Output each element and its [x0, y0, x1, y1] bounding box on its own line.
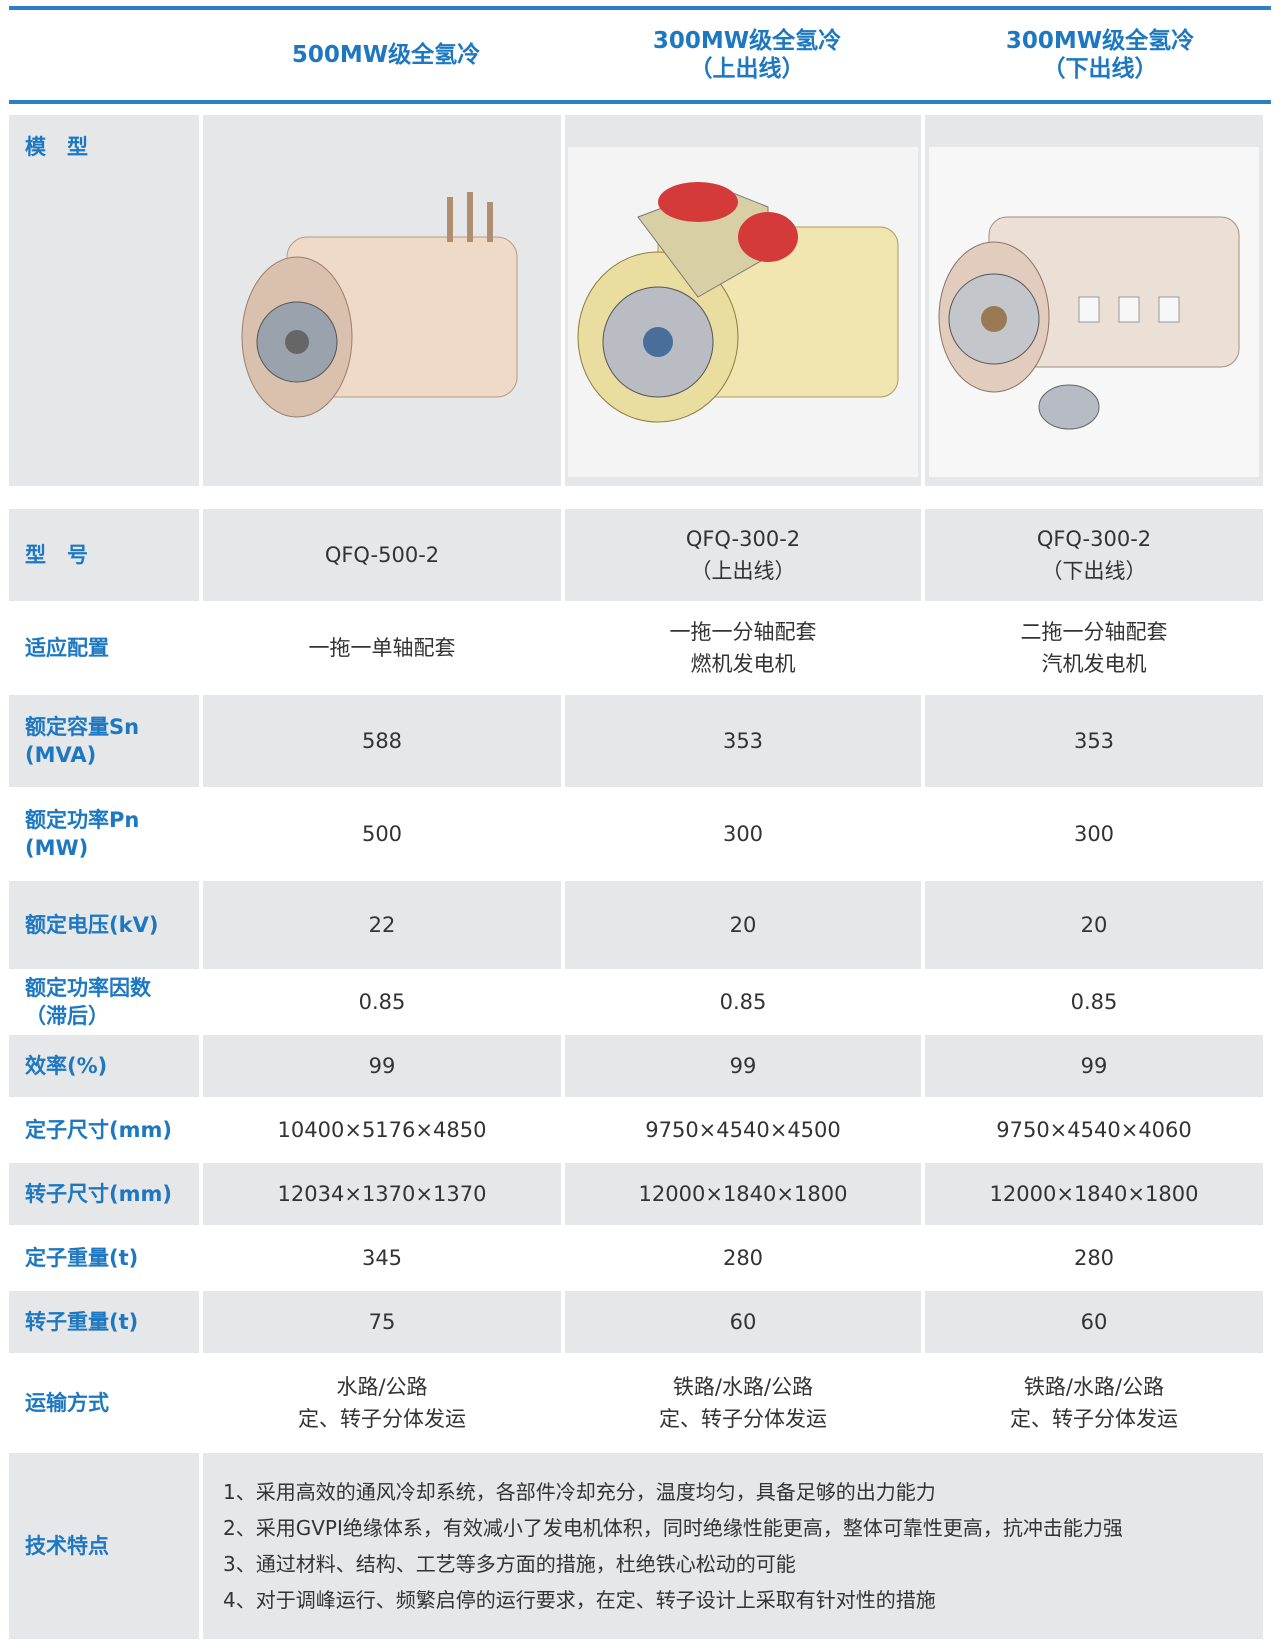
cell-value: 铁路/水路/公路 定、转子分体发运 [925, 1356, 1263, 1450]
table-row: 额定功率Pn (MW) 500 300 300 [9, 790, 1263, 878]
cell-value: 500 [203, 790, 561, 878]
column-header: 300MW级全氢冷 （上出线） [652, 28, 842, 82]
cell-value: 99 [925, 1035, 1263, 1097]
row-label: 运输方式 [9, 1356, 199, 1450]
row-label: 额定功率因数 （滞后） [9, 972, 199, 1032]
cell-value: 9750×4540×4060 [925, 1100, 1263, 1160]
image-cell [203, 115, 561, 486]
cell-value: QFQ-500-2 [203, 509, 561, 601]
generator-illustration [568, 147, 918, 477]
row-label: 模 型 [9, 115, 199, 486]
row-label: 适应配置 [9, 604, 199, 692]
cell-value: 300 [565, 790, 921, 878]
cell-value: 一拖一分轴配套 燃机发电机 [565, 604, 921, 692]
cell-value: 353 [565, 695, 921, 787]
cell-value: 12034×1370×1370 [203, 1163, 561, 1225]
feature-item: 2、采用GVPI绝缘体系，有效减小了发电机体积，同时绝缘性能更高，整体可靠性更高… [223, 1516, 1123, 1540]
cell-value: 10400×5176×4850 [203, 1100, 561, 1160]
cell-value: 60 [565, 1291, 921, 1353]
cell-value: 水路/公路 定、转子分体发运 [203, 1356, 561, 1450]
table-row: 额定功率因数 （滞后） 0.85 0.85 0.85 [9, 972, 1263, 1032]
cell-value: 300 [925, 790, 1263, 878]
feature-item: 1、采用高效的通风冷却系统，各部件冷却充分，温度均匀，具备足够的出力能力 [223, 1480, 936, 1504]
cell-value: 345 [203, 1228, 561, 1288]
cell-value: 0.85 [203, 972, 561, 1032]
cell-value: 99 [565, 1035, 921, 1097]
table-row: 型 号 QFQ-500-2 QFQ-300-2 （上出线） QFQ-300-2 （下出… [9, 509, 1263, 601]
cell-value: 一拖一单轴配套 [203, 604, 561, 692]
cell-value: 99 [203, 1035, 561, 1097]
cell-value: QFQ-300-2 （上出线） [565, 509, 921, 601]
cell-value: QFQ-300-2 （下出线） [925, 509, 1263, 601]
cell-value: 75 [203, 1291, 561, 1353]
cell-value: 二拖一分轴配套 汽机发电机 [925, 604, 1263, 692]
row-label: 技术特点 [9, 1453, 199, 1639]
column-header: 300MW级全氢冷 （下出线） [1005, 28, 1195, 82]
cell-value: 280 [565, 1228, 921, 1288]
cell-value: 280 [925, 1228, 1263, 1288]
model-row: 模 型 [9, 115, 1263, 486]
features-row: 技术特点 1、采用高效的通风冷却系统，各部件冷却充分，温度均匀，具备足够的出力能力… [9, 1453, 1263, 1639]
table-row: 额定容量Sn (MVA) 588 353 353 [9, 695, 1263, 787]
row-label: 额定功率Pn (MW) [9, 790, 199, 878]
table-row: 定子重量(t) 345 280 280 [9, 1228, 1263, 1288]
spec-table: 500MW级全氢冷 300MW级全氢冷 （上出线） 300MW级全氢冷 （下出线… [9, 6, 1271, 1642]
cell-value: 铁路/水路/公路 定、转子分体发运 [565, 1356, 921, 1450]
spacer-row [9, 489, 1263, 506]
features-cell: 1、采用高效的通风冷却系统，各部件冷却充分，温度均匀，具备足够的出力能力 2、采用… [203, 1453, 1263, 1639]
cell-value: 9750×4540×4500 [565, 1100, 921, 1160]
cell-value: 588 [203, 695, 561, 787]
feature-item: 3、通过材料、结构、工艺等多方面的措施，杜绝铁心松动的可能 [223, 1552, 796, 1576]
table-row: 转子尺寸(mm) 12034×1370×1370 12000×1840×1800 12… [9, 1163, 1263, 1225]
table-row: 运输方式 水路/公路 定、转子分体发运 铁路/水路/公路 定、转子分体发运 铁路/水路… [9, 1356, 1263, 1450]
table-row: 适应配置 一拖一单轴配套 一拖一分轴配套 燃机发电机 二拖一分轴配套 汽机发电机 [9, 604, 1263, 692]
column-header: 500MW级全氢冷 [291, 42, 481, 68]
cell-value: 0.85 [565, 972, 921, 1032]
row-label: 转子尺寸(mm) [9, 1163, 199, 1225]
row-label: 效率(%) [9, 1035, 199, 1097]
cell-value: 20 [565, 881, 921, 969]
table-row: 效率(%) 99 99 99 [9, 1035, 1263, 1097]
generator-illustration [241, 192, 518, 418]
row-label: 定子重量(t) [9, 1228, 199, 1288]
cell-value: 353 [925, 695, 1263, 787]
cell-value: 0.85 [925, 972, 1263, 1032]
row-label: 型 号 [9, 509, 199, 601]
row-label: 额定电压(kV) [9, 881, 199, 969]
cell-value: 22 [203, 881, 561, 969]
generator-illustration [929, 147, 1259, 477]
image-cell [565, 115, 921, 486]
feature-item: 4、对于调峰运行、频繁启停的运行要求，在定、转子设计上采取有针对性的措施 [223, 1588, 936, 1612]
cell-value: 20 [925, 881, 1263, 969]
row-label: 定子尺寸(mm) [9, 1100, 199, 1160]
table-row: 额定电压(kV) 22 20 20 [9, 881, 1263, 969]
row-label: 额定容量Sn (MVA) [9, 695, 199, 787]
cell-value: 12000×1840×1800 [565, 1163, 921, 1225]
table-header: 500MW级全氢冷 300MW级全氢冷 （上出线） 300MW级全氢冷 （下出线… [9, 6, 1271, 104]
cell-value: 60 [925, 1291, 1263, 1353]
table-row: 转子重量(t) 75 60 60 [9, 1291, 1263, 1353]
cell-value: 12000×1840×1800 [925, 1163, 1263, 1225]
image-cell [925, 115, 1263, 486]
row-label: 转子重量(t) [9, 1291, 199, 1353]
table-body: 模 型 [5, 112, 1267, 1642]
table-row: 定子尺寸(mm) 10400×5176×4850 9750×4540×4500 975… [9, 1100, 1263, 1160]
